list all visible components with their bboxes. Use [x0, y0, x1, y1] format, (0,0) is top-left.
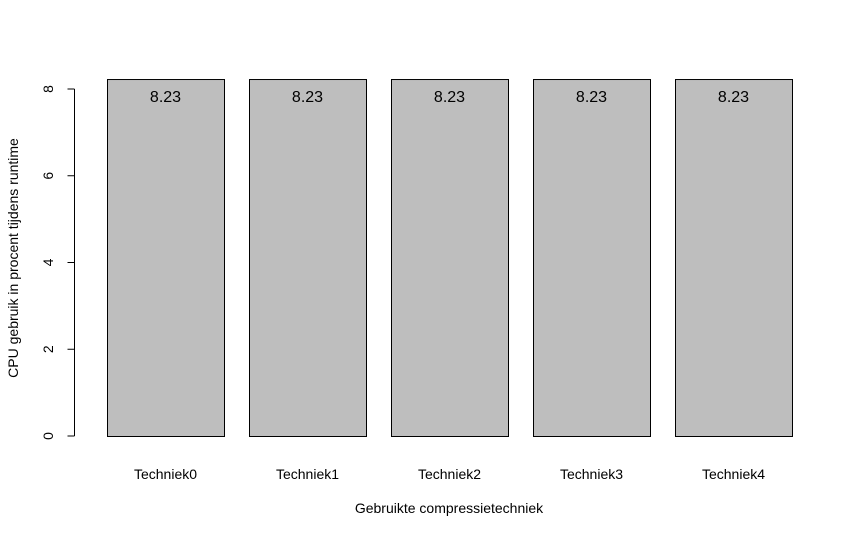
bar-value-label: 8.23 [150, 89, 181, 106]
x-tick-label: Techniek1 [276, 466, 339, 482]
x-tick-label: Techniek4 [702, 466, 765, 482]
bar-techniek4 [675, 79, 793, 438]
x-tick-label: Techniek2 [418, 466, 481, 482]
bar-value-label: 8.23 [434, 89, 465, 106]
bar-techniek1 [249, 79, 367, 438]
x-axis-tick-labels: Techniek0 Techniek1 Techniek2 Techniek3 Tech… [134, 466, 765, 482]
x-tick-label: Techniek3 [560, 466, 623, 482]
bar-value-label: 8.23 [576, 89, 607, 106]
bar-value-labels: 8.23 8.23 8.23 8.23 8.23 [150, 89, 749, 106]
y-axis-title: CPU gebruik in procent tijdens runtime [5, 138, 21, 378]
y-tick-label: 6 [40, 172, 56, 180]
bar-techniek2 [391, 79, 509, 438]
y-tick-label: 0 [40, 432, 56, 440]
y-axis: 0 2 4 6 8 [40, 85, 75, 440]
bar-techniek0 [107, 79, 225, 438]
bar-value-label: 8.23 [718, 89, 749, 106]
x-axis-title: Gebruikte compressietechniek [355, 500, 544, 516]
bar-techniek3 [533, 79, 651, 438]
y-tick-label: 2 [40, 345, 56, 353]
y-tick-label: 8 [40, 85, 56, 93]
x-tick-label: Techniek0 [134, 466, 197, 482]
bars [107, 79, 793, 438]
y-tick-label: 4 [40, 258, 56, 266]
bar-value-label: 8.23 [292, 89, 323, 106]
